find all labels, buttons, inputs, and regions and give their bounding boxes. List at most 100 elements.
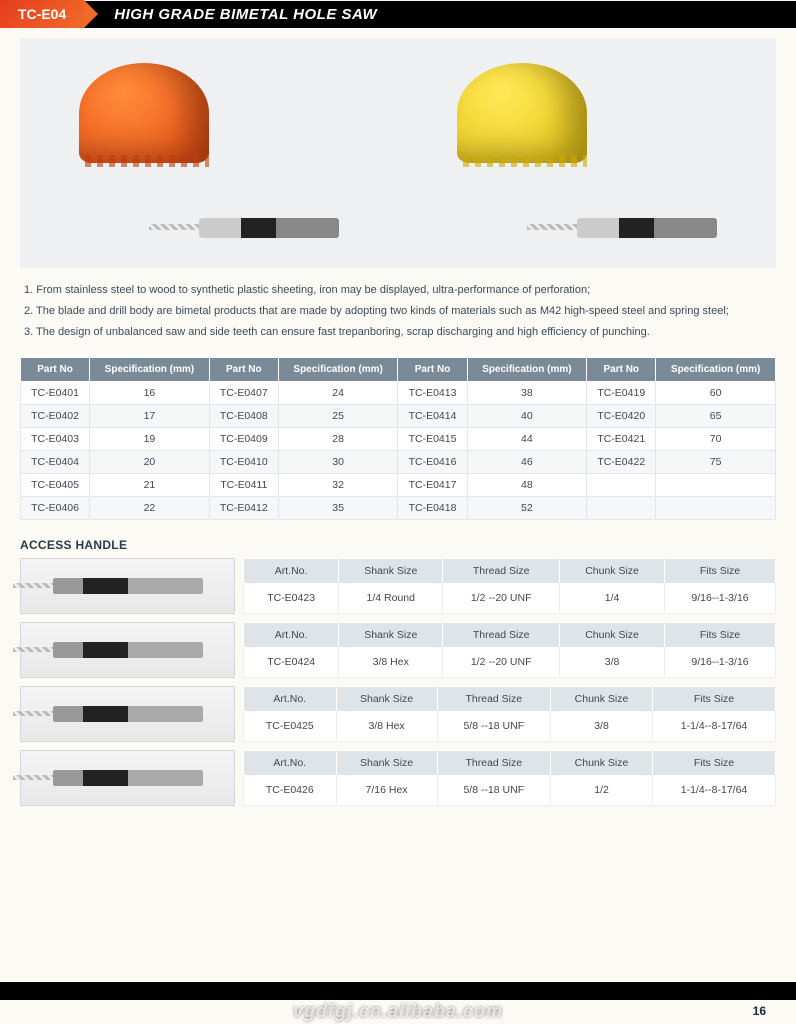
spec-cell: 17 — [90, 404, 210, 427]
spec-col-header: Part No — [587, 357, 656, 381]
handle-col-header: Art.No. — [244, 558, 339, 583]
handle-col-header: Shank Size — [339, 558, 443, 583]
handle-col-header: Fits Size — [665, 558, 776, 583]
handle-col-header: Shank Size — [339, 622, 443, 647]
handle-col-header: Chunk Size — [560, 558, 665, 583]
note-line: 2. The blade and drill body are bimetal … — [24, 301, 772, 322]
handle-col-header: Art.No. — [244, 622, 339, 647]
product-orange-group — [39, 38, 379, 268]
spec-col-header: Specification (mm) — [278, 357, 398, 381]
handle-col-header: Chunk Size — [551, 686, 653, 711]
handle-cell: 1/4 Round — [339, 583, 443, 613]
product-yellow-group — [417, 38, 757, 268]
spec-cell: 19 — [90, 427, 210, 450]
handle-col-header: Art.No. — [244, 750, 337, 775]
spec-cell: 21 — [90, 473, 210, 496]
product-title: HIGH GRADE BIMETAL HOLE SAW — [84, 1, 796, 28]
spec-cell: TC-E0412 — [209, 496, 278, 519]
handle-cell: 7/16 Hex — [336, 775, 437, 805]
handle-cell: 3/8 Hex — [339, 647, 443, 677]
handle-row: Art.No.Shank SizeThread SizeChunk SizeFi… — [20, 622, 776, 678]
spec-cell: 46 — [467, 450, 587, 473]
feature-notes: 1. From stainless steel to wood to synth… — [24, 280, 772, 343]
spec-cell: TC-E0401 — [21, 381, 90, 404]
spec-cell: TC-E0408 — [209, 404, 278, 427]
handle-row: Art.No.Shank SizeThread SizeChunk SizeFi… — [20, 558, 776, 614]
spec-cell: TC-E0406 — [21, 496, 90, 519]
spec-cell: TC-E0405 — [21, 473, 90, 496]
handle-cell: TC-E0423 — [244, 583, 339, 613]
arbor-icon — [199, 218, 339, 238]
handle-cell: 3/8 Hex — [336, 711, 437, 741]
spec-cell — [587, 496, 656, 519]
handle-col-header: Fits Size — [665, 622, 776, 647]
spec-col-header: Specification (mm) — [656, 357, 776, 381]
handle-col-header: Shank Size — [336, 750, 437, 775]
spec-cell: TC-E0410 — [209, 450, 278, 473]
handle-col-header: Fits Size — [653, 686, 776, 711]
handle-cell: 1-1/4--8-17/64 — [653, 775, 776, 805]
spec-cell: 44 — [467, 427, 587, 450]
handle-table: Art.No.Shank SizeThread SizeChunk SizeFi… — [243, 686, 776, 742]
spec-col-header: Part No — [209, 357, 278, 381]
spec-cell: TC-E0418 — [398, 496, 467, 519]
spec-col-header: Specification (mm) — [467, 357, 587, 381]
spec-cell — [587, 473, 656, 496]
spec-cell: TC-E0403 — [21, 427, 90, 450]
spec-cell: 48 — [467, 473, 587, 496]
spec-cell: 75 — [656, 450, 776, 473]
table-row: TC-E040420TC-E041030TC-E041646TC-E042275 — [21, 450, 776, 473]
spec-col-header: Part No — [21, 357, 90, 381]
handle-col-header: Thread Size — [443, 558, 560, 583]
handle-cell: 1/2 --20 UNF — [443, 583, 560, 613]
spec-cell: 30 — [278, 450, 398, 473]
spec-cell: TC-E0414 — [398, 404, 467, 427]
spec-cell: 16 — [90, 381, 210, 404]
spec-cell: TC-E0416 — [398, 450, 467, 473]
table-row: TC-E04243/8 Hex1/2 --20 UNF3/89/16--1-3/… — [244, 647, 776, 677]
spec-cell: 24 — [278, 381, 398, 404]
handle-col-header: Thread Size — [437, 750, 550, 775]
spec-cell: 22 — [90, 496, 210, 519]
handle-cell: TC-E0426 — [244, 775, 337, 805]
handle-cell: TC-E0424 — [244, 647, 339, 677]
spec-cell: TC-E0417 — [398, 473, 467, 496]
product-code-badge: TC-E04 — [0, 0, 84, 28]
handle-table: Art.No.Shank SizeThread SizeChunk SizeFi… — [243, 750, 776, 806]
spec-cell: 60 — [656, 381, 776, 404]
handle-cell: 1-1/4--8-17/64 — [653, 711, 776, 741]
handle-cell: 1/2 --20 UNF — [443, 647, 560, 677]
spec-cell: TC-E0415 — [398, 427, 467, 450]
handle-cell: 3/8 — [560, 647, 665, 677]
spec-cell: TC-E0422 — [587, 450, 656, 473]
handle-cell: TC-E0425 — [244, 711, 337, 741]
spec-cell: TC-E0419 — [587, 381, 656, 404]
handle-cell: 9/16--1-3/16 — [665, 647, 776, 677]
table-row: TC-E04253/8 Hex5/8 --18 UNF3/81-1/4--8-1… — [244, 711, 776, 741]
spec-cell: 40 — [467, 404, 587, 427]
table-row: TC-E040116TC-E040724TC-E041338TC-E041960 — [21, 381, 776, 404]
arbor-icon — [53, 706, 203, 722]
handle-row: Art.No.Shank SizeThread SizeChunk SizeFi… — [20, 750, 776, 806]
spec-cell: TC-E0420 — [587, 404, 656, 427]
handle-table: Art.No.Shank SizeThread SizeChunk SizeFi… — [243, 622, 776, 678]
spec-cell: TC-E0411 — [209, 473, 278, 496]
arbor-icon — [53, 770, 203, 786]
handle-image — [20, 558, 235, 614]
spec-cell: 35 — [278, 496, 398, 519]
handle-col-header: Chunk Size — [551, 750, 653, 775]
watermark: vgdfgj.cn.alibaba.com — [293, 1001, 503, 1022]
arbor-icon — [53, 642, 203, 658]
spec-cell: TC-E0421 — [587, 427, 656, 450]
product-image-panel — [20, 38, 776, 268]
handle-cell: 3/8 — [551, 711, 653, 741]
spec-cell: TC-E0413 — [398, 381, 467, 404]
handle-cell: 1/2 — [551, 775, 653, 805]
spec-cell: 25 — [278, 404, 398, 427]
spec-cell: 32 — [278, 473, 398, 496]
spec-table: Part NoSpecification (mm)Part NoSpecific… — [20, 357, 776, 520]
spec-cell: TC-E0404 — [21, 450, 90, 473]
handle-col-header: Art.No. — [244, 686, 337, 711]
handle-cell: 5/8 --18 UNF — [437, 775, 550, 805]
handle-col-header: Fits Size — [653, 750, 776, 775]
